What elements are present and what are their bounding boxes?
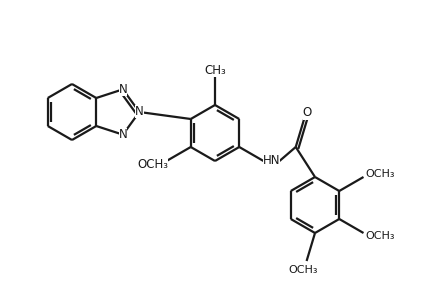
Text: N: N <box>118 128 127 141</box>
Text: HN: HN <box>263 155 280 168</box>
Text: N: N <box>118 83 127 96</box>
Text: OCH₃: OCH₃ <box>137 157 168 171</box>
Text: CH₃: CH₃ <box>204 64 226 77</box>
Text: OCH₃: OCH₃ <box>366 231 395 241</box>
Text: OCH₃: OCH₃ <box>366 169 395 179</box>
Text: OCH₃: OCH₃ <box>289 265 319 275</box>
Text: O: O <box>303 106 312 119</box>
Text: N: N <box>135 106 144 119</box>
